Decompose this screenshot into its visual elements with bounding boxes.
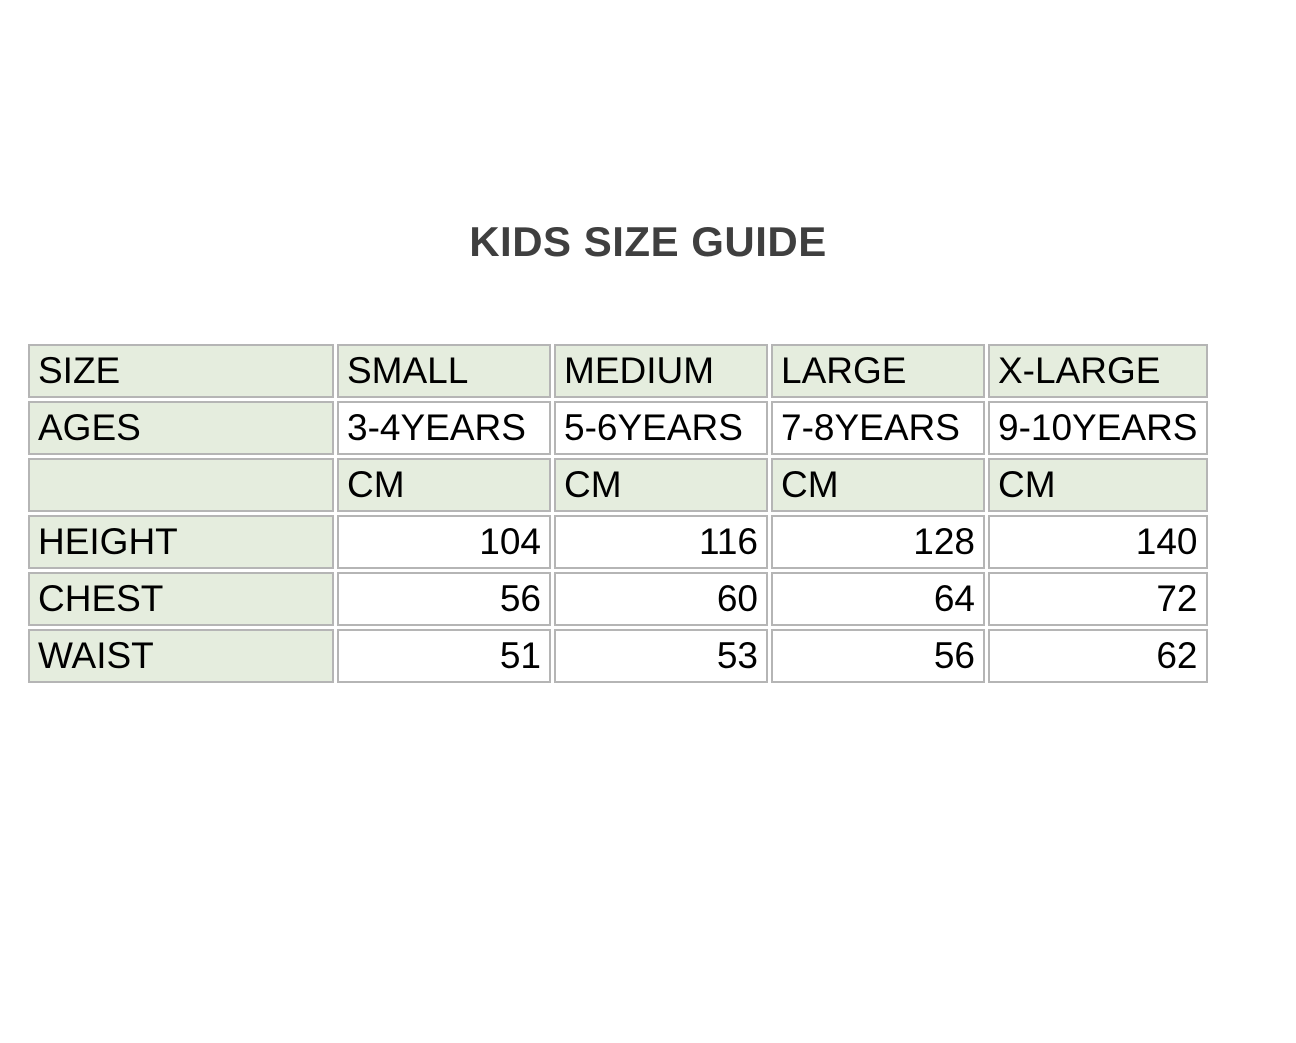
chest-xlarge-cell: 72 bbox=[988, 572, 1208, 626]
unit-large-cell: CM bbox=[771, 458, 985, 512]
kids-size-guide-table: SIZE SMALL MEDIUM LARGE X-LARGE AGES 3-4… bbox=[25, 341, 1211, 686]
height-xlarge-cell: 140 bbox=[988, 515, 1208, 569]
chest-small-cell: 56 bbox=[337, 572, 551, 626]
ages-small-cell: 3-4YEARS bbox=[337, 401, 551, 455]
ages-medium-cell: 5-6YEARS bbox=[554, 401, 768, 455]
waist-medium-cell: 53 bbox=[554, 629, 768, 683]
table-row-unit: CM CM CM CM bbox=[28, 458, 1208, 512]
height-large-cell: 128 bbox=[771, 515, 985, 569]
page-title: KIDS SIZE GUIDE bbox=[469, 218, 827, 265]
col-header-xlarge: X-LARGE bbox=[988, 344, 1208, 398]
col-header-large: LARGE bbox=[771, 344, 985, 398]
unit-medium-cell: CM bbox=[554, 458, 768, 512]
height-small-cell: 104 bbox=[337, 515, 551, 569]
waist-small-cell: 51 bbox=[337, 629, 551, 683]
row-label-chest: CHEST bbox=[28, 572, 334, 626]
table-row-height: HEIGHT 104 116 128 140 bbox=[28, 515, 1208, 569]
ages-xlarge-cell: 9-10YEARS bbox=[988, 401, 1208, 455]
ages-large-cell: 7-8YEARS bbox=[771, 401, 985, 455]
row-label-height: HEIGHT bbox=[28, 515, 334, 569]
chest-large-cell: 64 bbox=[771, 572, 985, 626]
unit-row-empty-cell bbox=[28, 458, 334, 512]
row-label-waist: WAIST bbox=[28, 629, 334, 683]
unit-xlarge-cell: CM bbox=[988, 458, 1208, 512]
table-row-ages: AGES 3-4YEARS 5-6YEARS 7-8YEARS 9-10YEAR… bbox=[28, 401, 1208, 455]
chest-medium-cell: 60 bbox=[554, 572, 768, 626]
table-row-waist: WAIST 51 53 56 62 bbox=[28, 629, 1208, 683]
waist-xlarge-cell: 62 bbox=[988, 629, 1208, 683]
col-header-medium: MEDIUM bbox=[554, 344, 768, 398]
height-medium-cell: 116 bbox=[554, 515, 768, 569]
table-row-chest: CHEST 56 60 64 72 bbox=[28, 572, 1208, 626]
unit-small-cell: CM bbox=[337, 458, 551, 512]
row-label-size: SIZE bbox=[28, 344, 334, 398]
row-label-ages: AGES bbox=[28, 401, 334, 455]
waist-large-cell: 56 bbox=[771, 629, 985, 683]
table-row-size: SIZE SMALL MEDIUM LARGE X-LARGE bbox=[28, 344, 1208, 398]
col-header-small: SMALL bbox=[337, 344, 551, 398]
